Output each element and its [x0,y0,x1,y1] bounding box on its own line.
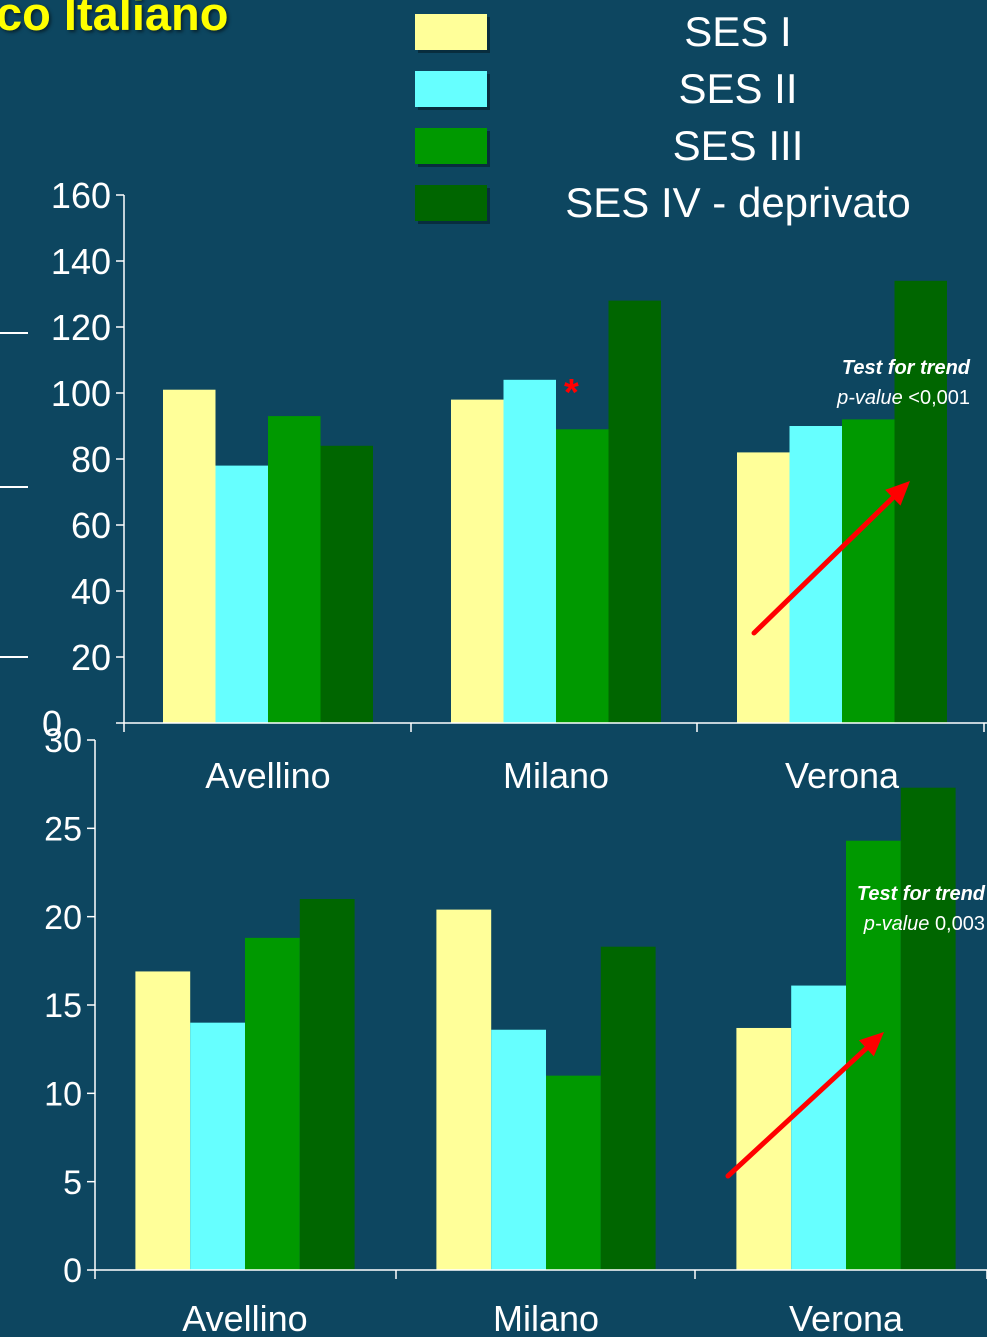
legend-swatch [415,14,487,50]
trend-arrow-icon [725,1045,869,1179]
y-tick-label: 0 [42,703,62,744]
x-tick-label: Milano [493,1298,599,1337]
trend-pvalue: p-value 0,003 [863,913,985,935]
legend-label: SES II [678,65,797,112]
y-tick-label: 140 [51,241,111,282]
bar [436,909,492,1270]
bar [556,429,609,723]
x-tick-label: Milano [503,755,609,796]
trend-pvalue-value: <0,001 [908,387,970,409]
y-tick-label: 25 [44,811,82,849]
bar [268,416,321,723]
y-tick-label: 40 [71,571,111,612]
x-tick-label: Verona [789,1298,904,1337]
bar [600,946,656,1270]
x-tick-label: Avellino [205,755,330,796]
legend-label: SES I [684,8,791,55]
y-tick-label: 20 [71,637,111,678]
legend-label: SES III [673,122,804,169]
bar [135,971,191,1270]
y-tick-label: 15 [44,987,82,1025]
y-tick-label: 80 [71,439,111,480]
bar [245,937,300,1270]
legend-swatch [415,71,487,107]
trend-test-label: Test for trend [857,883,986,905]
bar [737,452,790,723]
legend-swatch [415,185,487,221]
bar [503,379,556,723]
bar [320,445,373,723]
trend-pvalue-label: p-value [836,387,908,409]
trend-arrow-icon [751,495,896,636]
bar [163,389,216,723]
bar [299,899,355,1270]
bar [894,280,947,723]
y-tick-label: 30 [44,722,82,760]
bar [791,985,846,1270]
bar [736,1027,792,1270]
x-tick-label: Verona [785,755,900,796]
trend-test-label: Test for trend [842,357,971,379]
bar [491,1029,546,1270]
y-tick-label: 20 [44,899,82,937]
y-tick-label: 120 [51,307,111,348]
bar [190,1022,245,1270]
trend-pvalue: p-value <0,001 [836,387,970,409]
chart-top: 20 40 60 80 100 120 140 160 Avellino Milano Verona… [42,175,987,796]
legend-swatch [415,128,487,164]
y-tick-label: 160 [51,175,111,216]
legend: SES I SES II SES III SES IV - deprivato [415,8,911,226]
y-tick-label: 0 [63,1252,82,1290]
chart-bottom: 0 5 10 15 20 25 30 Avellino Milano Verona Test for… [44,722,987,1337]
trend-pvalue-value: 0,003 [935,913,985,935]
legend-label: SES IV - deprivato [565,179,911,226]
bar [215,465,268,723]
bar [451,399,504,723]
trend-arrowhead-icon [885,481,910,506]
significance-star: * [564,372,579,414]
y-tick-label: 60 [71,505,111,546]
bar [842,419,895,723]
y-tick-label: 5 [63,1164,82,1202]
trend-arrowhead-icon [858,1032,884,1057]
trend-pvalue-label: p-value [863,913,935,935]
bar [900,787,956,1270]
page-title: co Italiano [0,0,229,40]
bar [608,300,661,723]
y-tick-label: 100 [51,373,111,414]
bar [546,1075,601,1270]
y-tick-label: 10 [44,1076,82,1114]
x-tick-label: Avellino [182,1298,307,1337]
